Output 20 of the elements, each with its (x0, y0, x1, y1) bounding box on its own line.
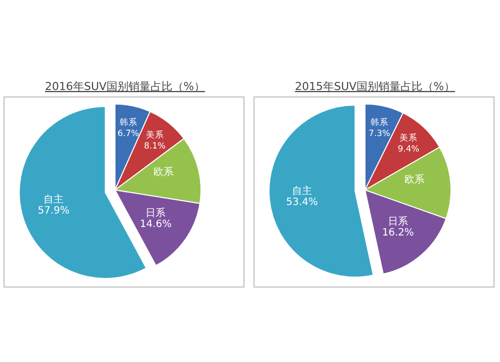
data-label: 57.9% (38, 206, 70, 217)
slice-label: 欧系 (404, 173, 425, 186)
slice-label: 欧系 (153, 166, 174, 178)
data-label: 6.7% (117, 128, 140, 139)
chart-title: 2015年SUV国别销量占比（%） (294, 80, 456, 93)
slice-label: 美系 (400, 132, 418, 144)
slice-label: 美系 (146, 129, 164, 140)
data-label: 9.4% (398, 144, 420, 155)
data-label: 16.2% (382, 227, 414, 238)
data-label: 7.3% (368, 129, 390, 140)
slice-label: 韩系 (370, 117, 388, 128)
slice-label: 日系 (146, 206, 166, 219)
slice-label: 日系 (388, 215, 408, 228)
chart-title: 2016年SUV国别销量占比（%） (44, 80, 206, 93)
data-label: 14.6% (140, 218, 172, 230)
slice-label: 韩系 (119, 116, 138, 128)
data-label: 8.1% (144, 141, 166, 152)
data-label: 53.4% (286, 196, 318, 208)
slice-label: 自主 (44, 194, 64, 206)
slice-label: 自主 (292, 184, 312, 197)
